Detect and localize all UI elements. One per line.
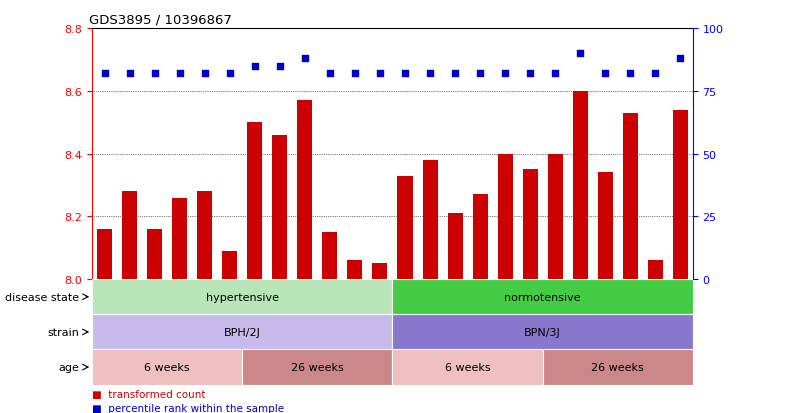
Bar: [92, 280, 392, 315]
Bar: [598, 173, 613, 280]
Point: [674, 56, 686, 62]
Text: ■  transformed count: ■ transformed count: [92, 389, 206, 399]
Bar: [573, 92, 588, 280]
Bar: [122, 192, 137, 280]
Point: [399, 71, 412, 77]
Bar: [673, 110, 688, 280]
Bar: [392, 350, 543, 385]
Bar: [147, 229, 162, 280]
Text: GDS3895 / 10396867: GDS3895 / 10396867: [89, 13, 232, 26]
Point: [449, 71, 461, 77]
Bar: [242, 350, 392, 385]
Bar: [372, 264, 388, 280]
Bar: [272, 135, 288, 280]
Text: hypertensive: hypertensive: [206, 292, 279, 302]
Point: [499, 71, 512, 77]
Point: [223, 71, 236, 77]
Point: [99, 71, 111, 77]
Text: strain: strain: [48, 327, 79, 337]
Text: disease state: disease state: [6, 292, 79, 302]
Point: [273, 63, 286, 70]
Text: 26 weeks: 26 weeks: [291, 362, 344, 372]
Bar: [548, 154, 562, 280]
Bar: [348, 261, 363, 280]
Bar: [522, 170, 537, 280]
Point: [348, 71, 361, 77]
Bar: [248, 123, 263, 280]
Point: [373, 71, 386, 77]
Text: age: age: [58, 362, 79, 372]
Point: [173, 71, 186, 77]
Point: [199, 71, 211, 77]
Point: [574, 51, 586, 57]
Point: [599, 71, 612, 77]
Text: BPN/3J: BPN/3J: [525, 327, 561, 337]
Text: 26 weeks: 26 weeks: [591, 362, 644, 372]
Bar: [648, 261, 663, 280]
Point: [424, 71, 437, 77]
Bar: [92, 350, 242, 385]
Point: [649, 71, 662, 77]
Bar: [448, 214, 463, 280]
Point: [624, 71, 637, 77]
Bar: [297, 101, 312, 280]
Bar: [92, 315, 392, 350]
Text: 6 weeks: 6 weeks: [445, 362, 490, 372]
Bar: [223, 251, 237, 280]
Bar: [97, 229, 112, 280]
Point: [123, 71, 136, 77]
Text: BPH/2J: BPH/2J: [223, 327, 261, 337]
Point: [524, 71, 537, 77]
Bar: [543, 350, 693, 385]
Text: normotensive: normotensive: [505, 292, 581, 302]
Text: ■  percentile rank within the sample: ■ percentile rank within the sample: [92, 403, 284, 413]
Bar: [392, 315, 693, 350]
Point: [324, 71, 336, 77]
Text: 6 weeks: 6 weeks: [144, 362, 190, 372]
Point: [148, 71, 161, 77]
Bar: [623, 114, 638, 280]
Bar: [197, 192, 212, 280]
Bar: [397, 176, 413, 280]
Point: [473, 71, 486, 77]
Bar: [497, 154, 513, 280]
Bar: [322, 233, 337, 280]
Bar: [392, 280, 693, 315]
Point: [549, 71, 562, 77]
Bar: [172, 198, 187, 280]
Point: [248, 63, 261, 70]
Bar: [423, 160, 437, 280]
Point: [299, 56, 312, 62]
Bar: [473, 195, 488, 280]
